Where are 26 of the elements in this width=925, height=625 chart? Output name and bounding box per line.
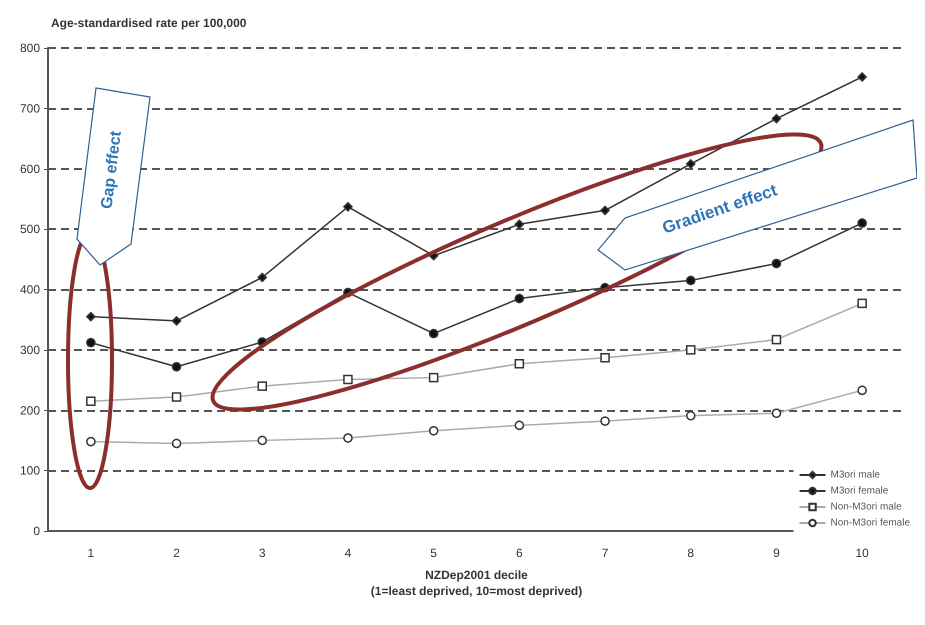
x-tick-label: 6 [516, 546, 524, 560]
y-tick-label: 200 [20, 403, 40, 418]
x-tick-label: 9 [773, 546, 780, 560]
y-tick-label: 600 [20, 162, 40, 176]
y-tick-label: 500 [20, 222, 40, 236]
x-tick-label: 7 [602, 546, 609, 560]
x-tick-label: 3 [258, 546, 266, 560]
x-tick-label: 2 [173, 546, 180, 560]
y-tick-label: 300 [20, 342, 40, 357]
x-tick-label: 1 [88, 546, 95, 560]
legend-label: Non-M3ori male [830, 502, 902, 512]
x-tick-label: 4 [344, 546, 352, 560]
legend-label: M3ori male [830, 470, 880, 480]
legend-label: M3ori female [830, 486, 889, 496]
y-tick-label: 800 [20, 41, 40, 55]
x-tick-label: 8 [687, 546, 694, 560]
chart-title: Age-standardised rate per 100,000 [51, 16, 247, 30]
legend-label: Non-M3ori female [830, 518, 910, 528]
y-tick-label: 100 [20, 464, 40, 478]
x-axis-title: NZDep2001 decile (1=least deprived, 10=most deprived) [370, 568, 582, 598]
y-tick-label: 700 [20, 101, 40, 116]
y-tick-label: 400 [20, 282, 40, 296]
x-tick-label: 10 [855, 546, 870, 560]
annotation: Gap effect [98, 129, 126, 210]
y-tick-label: 0 [33, 524, 40, 538]
x-tick-label: 5 [430, 546, 438, 560]
